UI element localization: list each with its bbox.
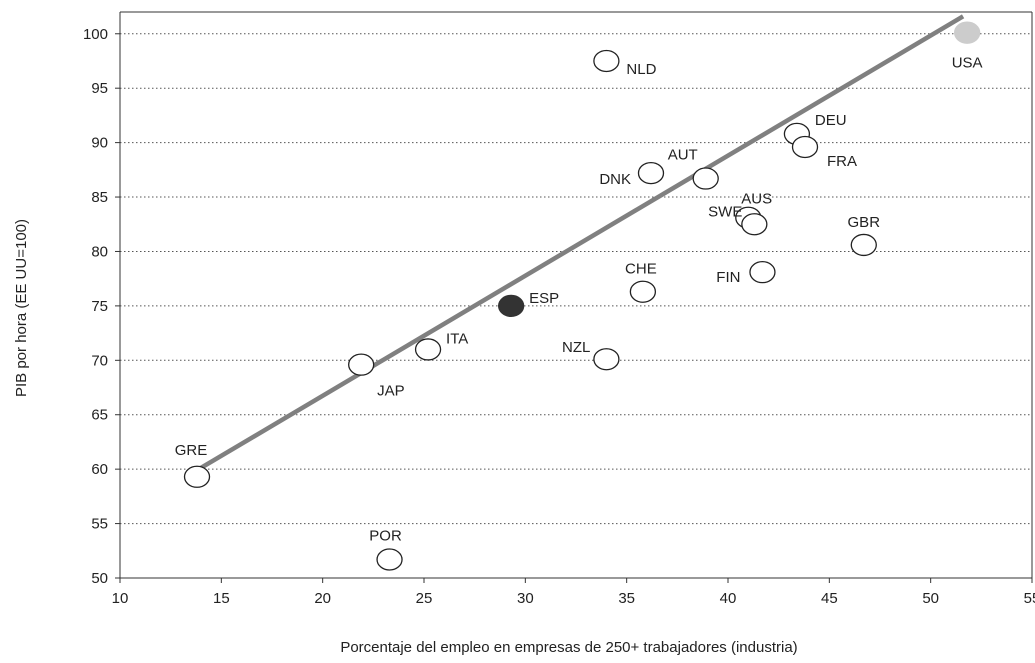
y-tick-label: 100 <box>83 26 108 43</box>
point-fin <box>749 260 776 284</box>
x-tick-label: 55 <box>1024 590 1035 607</box>
point-label-fra: FRA <box>827 153 857 170</box>
trendline-layer <box>195 14 965 473</box>
x-tick-label: 50 <box>922 590 939 607</box>
grid-lines <box>120 33 1032 525</box>
y-tick-label: 90 <box>91 135 108 152</box>
point-label-gre: GRE <box>175 442 208 459</box>
y-axis-label: PIB por hora (EE UU=100) <box>13 219 30 397</box>
x-tick-label: 25 <box>416 590 433 607</box>
point-swe <box>741 213 768 236</box>
point-fra <box>791 135 819 159</box>
y-tick-label: 50 <box>91 570 108 587</box>
point-nzl <box>593 348 620 371</box>
x-tick-label: 40 <box>720 590 737 607</box>
point-usa <box>953 21 981 44</box>
y-tick-label: 60 <box>91 461 108 478</box>
point-label-fin: FIN <box>716 269 740 286</box>
point-label-aut: AUT <box>668 147 698 164</box>
point-ita <box>414 338 442 361</box>
trendline <box>195 14 965 473</box>
point-label-nzl: NZL <box>562 339 590 356</box>
point-nld <box>593 49 620 73</box>
x-tick-label: 15 <box>213 590 230 607</box>
x-tick-label: 35 <box>618 590 635 607</box>
point-jap <box>348 353 375 376</box>
y-tick-label: 95 <box>91 80 108 97</box>
x-axis-label: Porcentaje del empleo en empresas de 250… <box>340 639 797 656</box>
point-label-esp: ESP <box>529 290 559 307</box>
point-label-nld: NLD <box>626 61 656 78</box>
point-gbr <box>850 233 877 257</box>
point-gre <box>183 465 211 488</box>
point-label-che: CHE <box>625 261 657 278</box>
axes: 50 55 60 65 70 75 80 85 90 95 100 10 15 20 25 30 35 40 45 5… <box>83 11 1035 607</box>
y-tick-label: 70 <box>91 352 108 369</box>
y-tick-label: 75 <box>91 298 108 315</box>
point-por <box>376 548 403 571</box>
point-che <box>629 280 657 303</box>
x-tick-label: 30 <box>517 590 534 607</box>
point-label-aus: AUS <box>741 191 772 208</box>
y-tick-label: 80 <box>91 243 108 260</box>
point-label-deu: DEU <box>815 112 847 129</box>
point-label-swe: SWE <box>708 203 742 220</box>
x-tick-label: 20 <box>314 590 331 607</box>
point-label-por: POR <box>369 527 402 544</box>
point-label-gbr: GBR <box>848 214 881 231</box>
point-label-dnk: DNK <box>599 171 631 188</box>
point-label-ita: ITA <box>446 330 468 347</box>
point-dnk <box>637 161 665 185</box>
x-tick-label: 10 <box>112 590 129 607</box>
point-label-usa: USA <box>952 55 983 72</box>
data-points <box>183 21 981 571</box>
point-esp <box>497 294 525 318</box>
x-tick-label: 45 <box>821 590 838 607</box>
y-tick-label: 55 <box>91 516 108 533</box>
point-label-jap: JAP <box>377 383 405 400</box>
y-tick-label: 85 <box>91 189 108 206</box>
point-aut <box>692 167 719 190</box>
y-tick-label: 65 <box>91 407 108 424</box>
